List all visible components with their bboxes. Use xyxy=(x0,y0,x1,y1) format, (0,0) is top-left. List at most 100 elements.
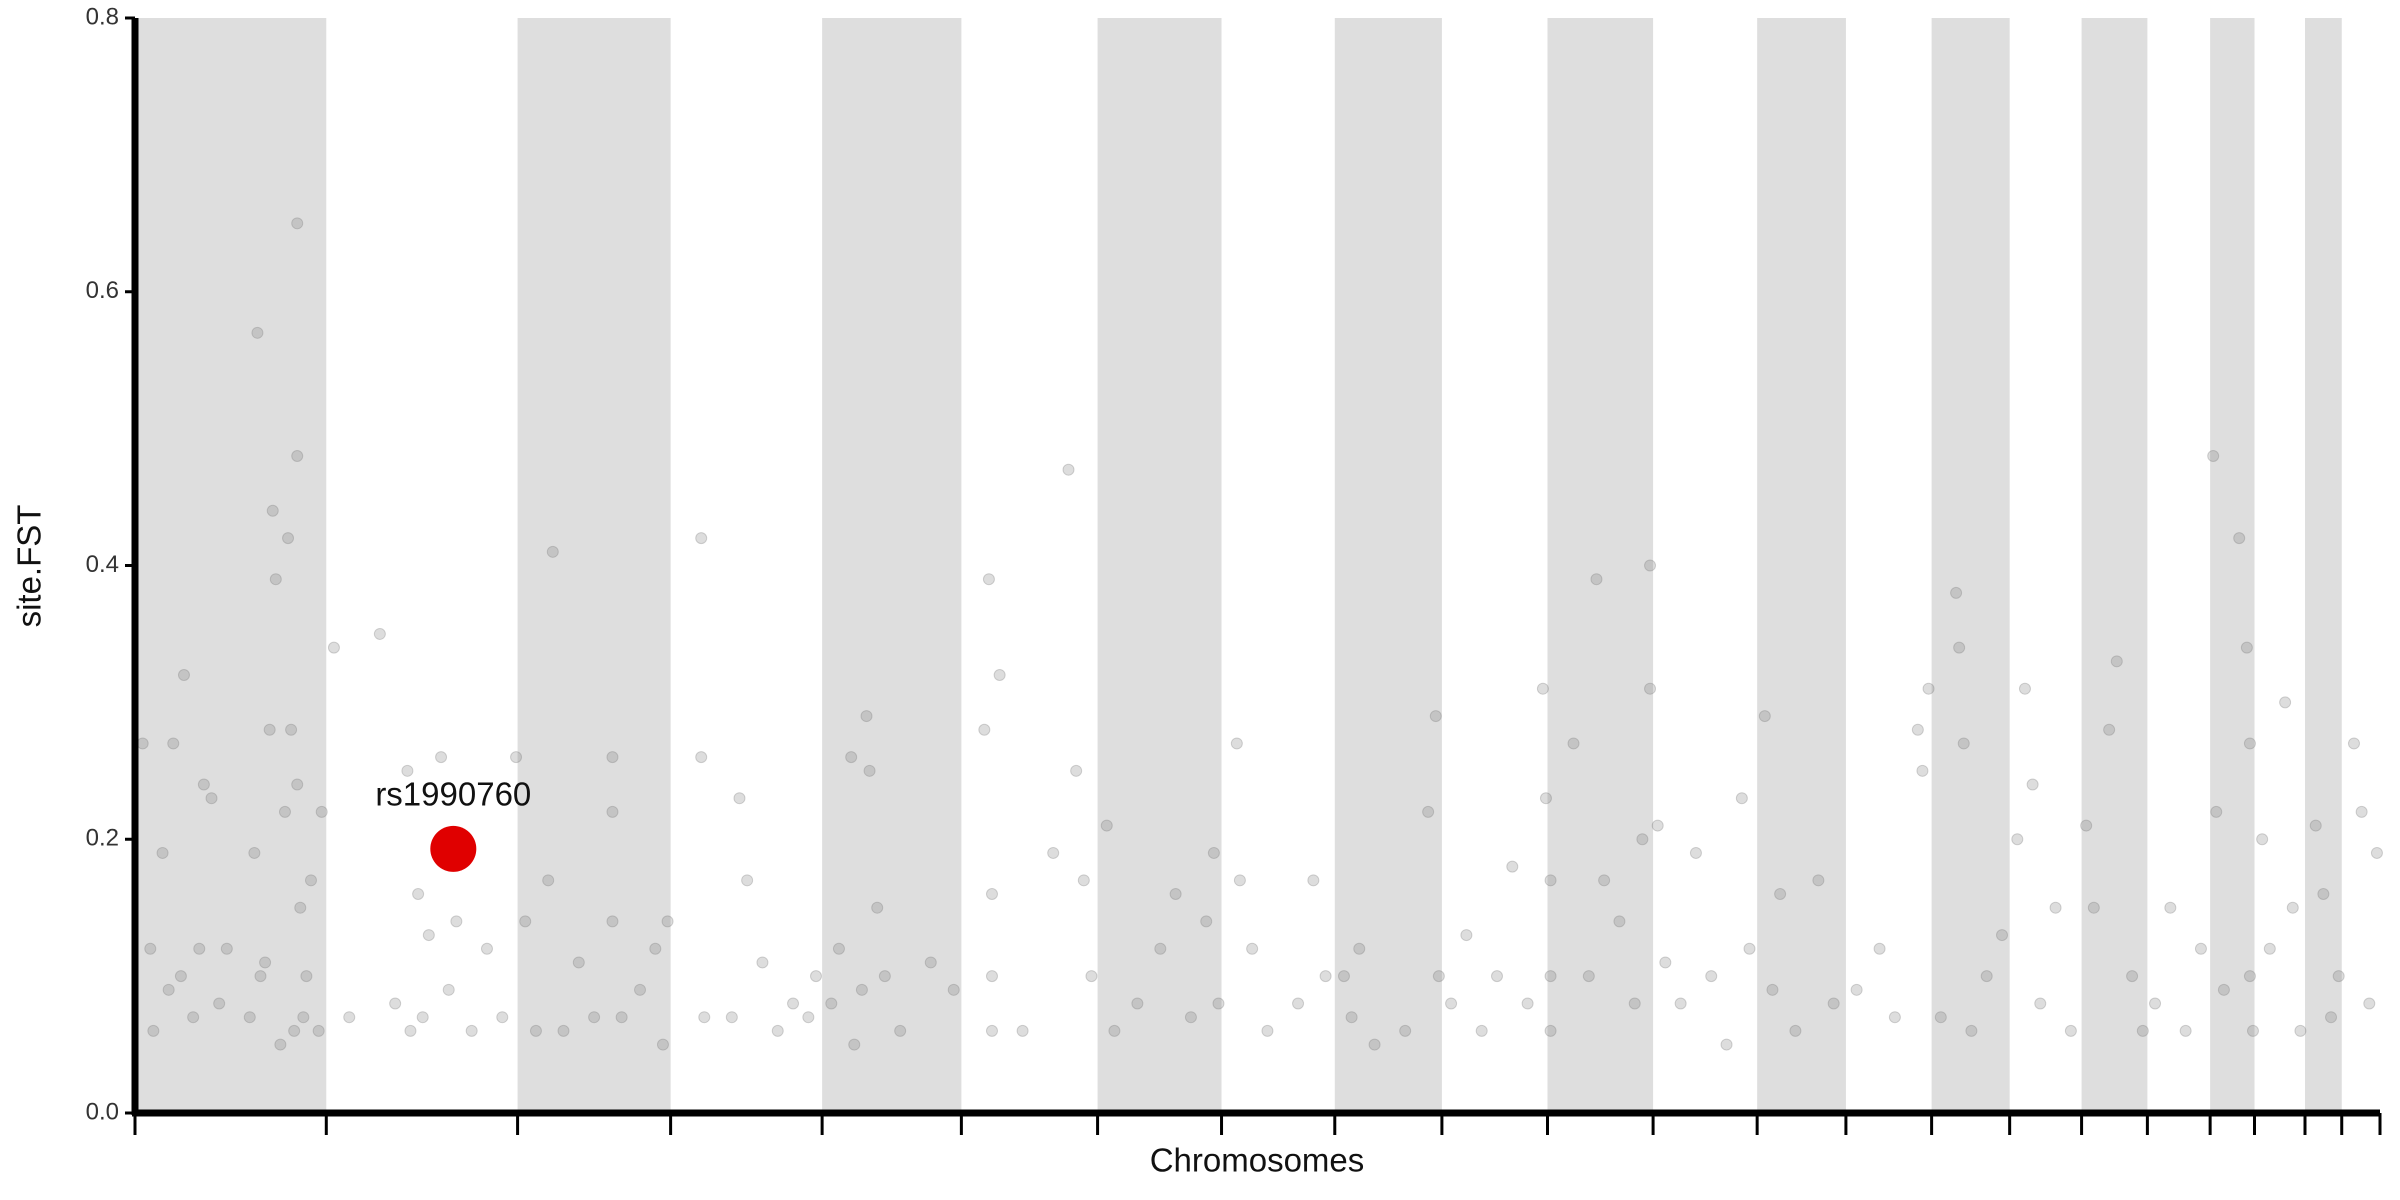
snp-point xyxy=(2263,942,2276,955)
snp-point xyxy=(1200,915,1213,928)
snp-point xyxy=(993,669,1006,681)
snp-point xyxy=(863,764,876,777)
chromosome-band xyxy=(2081,18,2148,1113)
chromosome-band xyxy=(135,18,327,1113)
snp-point xyxy=(315,805,328,818)
snp-point xyxy=(1827,997,1840,1010)
snp-point xyxy=(845,751,858,764)
snp-point xyxy=(266,504,279,517)
snp-point xyxy=(1705,970,1718,983)
chromosome-band xyxy=(1097,18,1222,1113)
snp-point xyxy=(263,723,276,736)
snp-point xyxy=(771,1024,784,1037)
snp-point xyxy=(2363,997,2376,1010)
snp-point xyxy=(136,737,149,750)
snp-point xyxy=(519,915,532,928)
snp-point xyxy=(924,956,937,969)
chromosome-band xyxy=(1757,18,1846,1113)
snp-point xyxy=(572,956,585,969)
snp-point xyxy=(733,792,746,805)
snp-point xyxy=(1230,737,1243,750)
snp-point xyxy=(285,723,298,736)
snp-point xyxy=(1169,888,1182,900)
snp-point xyxy=(1062,463,1075,476)
y-tick-label: 0.8 xyxy=(86,3,119,30)
snp-point xyxy=(1934,1011,1947,1024)
snp-point xyxy=(2207,450,2220,462)
chromosome-band xyxy=(1547,18,1654,1113)
snp-point xyxy=(412,888,425,900)
snp-point xyxy=(634,983,647,996)
snp-point xyxy=(1743,942,1756,955)
snp-point xyxy=(1429,710,1442,723)
snp-point xyxy=(1950,586,1963,599)
snp-point xyxy=(947,983,960,996)
snp-point xyxy=(401,764,414,777)
snp-point xyxy=(1980,970,1993,983)
snp-point xyxy=(1922,682,1935,695)
snp-point xyxy=(404,1024,417,1037)
snp-point xyxy=(2136,1024,2149,1037)
snp-point xyxy=(2246,1024,2259,1037)
highlight-point xyxy=(430,825,477,872)
snp-point xyxy=(2087,901,2100,914)
snp-point xyxy=(1766,983,1779,996)
snp-point xyxy=(1131,997,1144,1010)
snp-point xyxy=(756,956,769,969)
snp-point xyxy=(2286,901,2299,914)
snp-point xyxy=(2309,819,2322,832)
snp-point xyxy=(162,983,175,996)
snp-point xyxy=(1888,1011,1901,1024)
snp-point xyxy=(2034,997,2047,1010)
snp-point xyxy=(985,888,998,900)
snp-point xyxy=(291,217,304,230)
snp-point xyxy=(282,532,295,545)
snp-point xyxy=(588,1011,601,1024)
y-tick-label: 0.4 xyxy=(86,551,119,578)
snp-point xyxy=(2210,805,2223,818)
snp-point xyxy=(300,970,313,983)
snp-point xyxy=(220,942,233,955)
snp-point xyxy=(2317,888,2330,900)
snp-point xyxy=(177,669,190,681)
snp-point xyxy=(1345,1011,1358,1024)
snp-point xyxy=(741,874,754,887)
snp-point xyxy=(422,929,435,942)
snp-point xyxy=(297,1011,310,1024)
snp-point xyxy=(496,1011,509,1024)
snp-point xyxy=(1644,682,1657,695)
snp-point xyxy=(1368,1038,1381,1051)
snp-point xyxy=(1774,888,1787,900)
snp-point xyxy=(2279,696,2292,709)
snp-point xyxy=(1077,874,1090,887)
snp-point xyxy=(269,573,282,586)
snp-point xyxy=(2126,970,2139,983)
snp-point xyxy=(1567,737,1580,750)
snp-point xyxy=(2294,1024,2307,1037)
y-tick-label: 0.6 xyxy=(86,277,119,304)
snp-point xyxy=(2355,805,2368,818)
snp-point xyxy=(1965,1024,1978,1037)
snp-point xyxy=(291,450,304,462)
snp-point xyxy=(2026,778,2039,791)
snp-point xyxy=(510,751,523,764)
snp-point xyxy=(1720,1038,1733,1051)
snp-point xyxy=(288,1024,301,1037)
snp-point xyxy=(1628,997,1641,1010)
snp-point xyxy=(1539,792,1552,805)
snp-point xyxy=(649,942,662,955)
chromosome-band xyxy=(822,18,962,1113)
snp-point xyxy=(2243,737,2256,750)
snp-point xyxy=(1212,997,1225,1010)
snp-point xyxy=(1319,970,1332,983)
snp-point xyxy=(1582,970,1595,983)
snp-point xyxy=(1490,970,1503,983)
snp-point xyxy=(1613,915,1626,928)
snp-point xyxy=(156,846,169,859)
snp-point xyxy=(294,901,307,914)
snp-point xyxy=(274,1038,287,1051)
snp-point xyxy=(327,641,340,654)
snp-point xyxy=(809,970,822,983)
snp-point xyxy=(606,805,619,818)
snp-point xyxy=(312,1024,325,1037)
